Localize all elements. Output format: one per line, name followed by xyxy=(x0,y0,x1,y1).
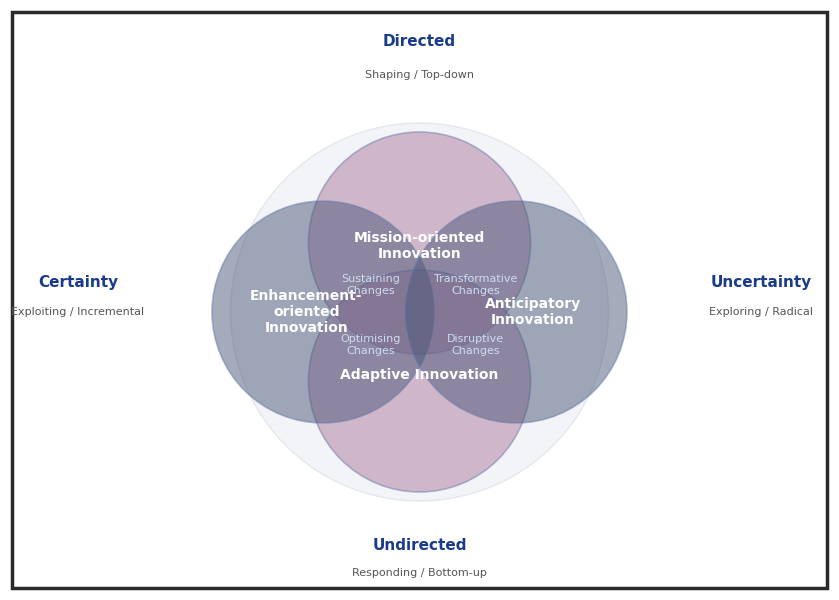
Text: Certainty: Certainty xyxy=(38,275,118,289)
FancyBboxPatch shape xyxy=(12,12,827,588)
Text: Transformative
Changes: Transformative Changes xyxy=(434,274,518,296)
Text: Mission-oriented
Innovation: Mission-oriented Innovation xyxy=(354,231,485,261)
Text: Exploiting / Incremental: Exploiting / Incremental xyxy=(12,307,144,317)
Circle shape xyxy=(309,132,530,354)
Text: Optimising
Changes: Optimising Changes xyxy=(341,334,401,356)
Text: Shaping / Top-down: Shaping / Top-down xyxy=(365,70,474,80)
Circle shape xyxy=(212,201,434,423)
Circle shape xyxy=(231,123,608,501)
Circle shape xyxy=(405,201,627,423)
Text: Adaptive Innovation: Adaptive Innovation xyxy=(341,368,498,382)
Text: Exploring / Radical: Exploring / Radical xyxy=(709,307,813,317)
Text: Directed: Directed xyxy=(383,34,456,49)
Text: Uncertainty: Uncertainty xyxy=(711,275,811,289)
Text: Disruptive
Changes: Disruptive Changes xyxy=(447,334,504,356)
Text: Undirected: Undirected xyxy=(373,539,466,553)
Circle shape xyxy=(309,270,530,492)
Text: Responding / Bottom-up: Responding / Bottom-up xyxy=(352,568,487,578)
Text: Anticipatory
Innovation: Anticipatory Innovation xyxy=(485,297,581,327)
Text: Enhancement-
oriented
Innovation: Enhancement- oriented Innovation xyxy=(250,289,362,335)
Text: Sustaining
Changes: Sustaining Changes xyxy=(341,274,400,296)
